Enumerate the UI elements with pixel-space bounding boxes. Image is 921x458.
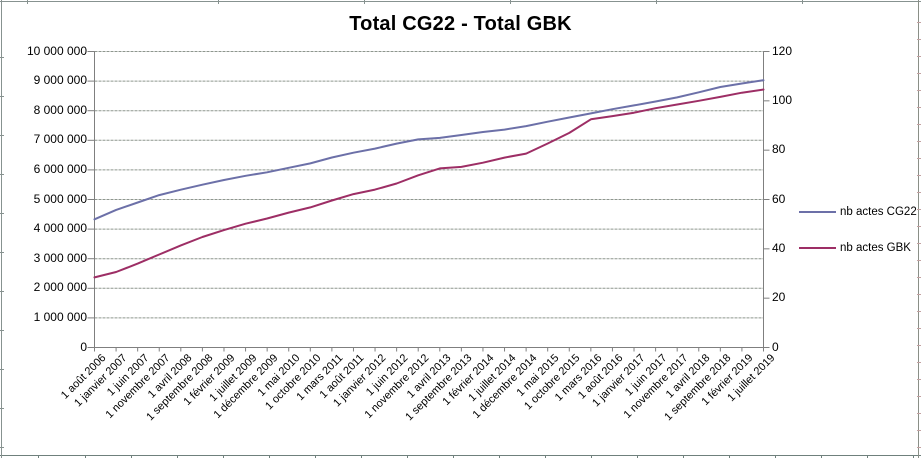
y-axis-right-tick-label: 60: [772, 191, 786, 206]
y-axis-left-tick-label: 3 000 000: [33, 250, 87, 265]
y-axis-left-tick-label: 0: [80, 339, 87, 354]
legend-item-cg22: nb actes CG22: [799, 203, 917, 221]
legend-label-gbk: nb actes GBK: [840, 242, 911, 254]
y-axis-right-tick-label: 80: [772, 142, 786, 157]
y-axis-left-tick-label: 5 000 000: [33, 191, 87, 206]
y-axis-left-tick-label: 9 000 000: [33, 73, 87, 88]
series-line-cg22: [93, 79, 765, 221]
y-axis-left-tick-label: 7 000 000: [33, 132, 87, 147]
y-axis-right-tick-label: 40: [772, 240, 786, 255]
y-axis-left-tick-label: 2 000 000: [33, 280, 87, 295]
y-axis-left-tick-label: 6 000 000: [33, 161, 87, 176]
legend-line-swatch-cg22: [799, 211, 836, 213]
y-axis-left-tick-label: 1 000 000: [33, 309, 87, 324]
y-axis-right-tick-label: 20: [772, 290, 786, 305]
legend-line-swatch-gbk: [799, 247, 836, 249]
legend-label-cg22: nb actes CG22: [840, 206, 917, 218]
y-axis-left-tick-label: 10 000 000: [26, 43, 87, 58]
chart-title: Total CG22 - Total GBK: [349, 13, 572, 35]
y-axis-left-tick-label: 8 000 000: [33, 102, 87, 117]
series-line-gbk: [93, 88, 765, 279]
y-axis-right-tick-label: 100: [772, 92, 793, 107]
y-axis-left-tick-label: 4 000 000: [33, 221, 87, 236]
y-axis-right-tick-label: 0: [772, 339, 779, 354]
y-axis-right-tick-label: 120: [772, 43, 793, 58]
legend-item-gbk: nb actes GBK: [799, 239, 917, 257]
legend: nb actes CG22 nb actes GBK: [799, 203, 917, 275]
